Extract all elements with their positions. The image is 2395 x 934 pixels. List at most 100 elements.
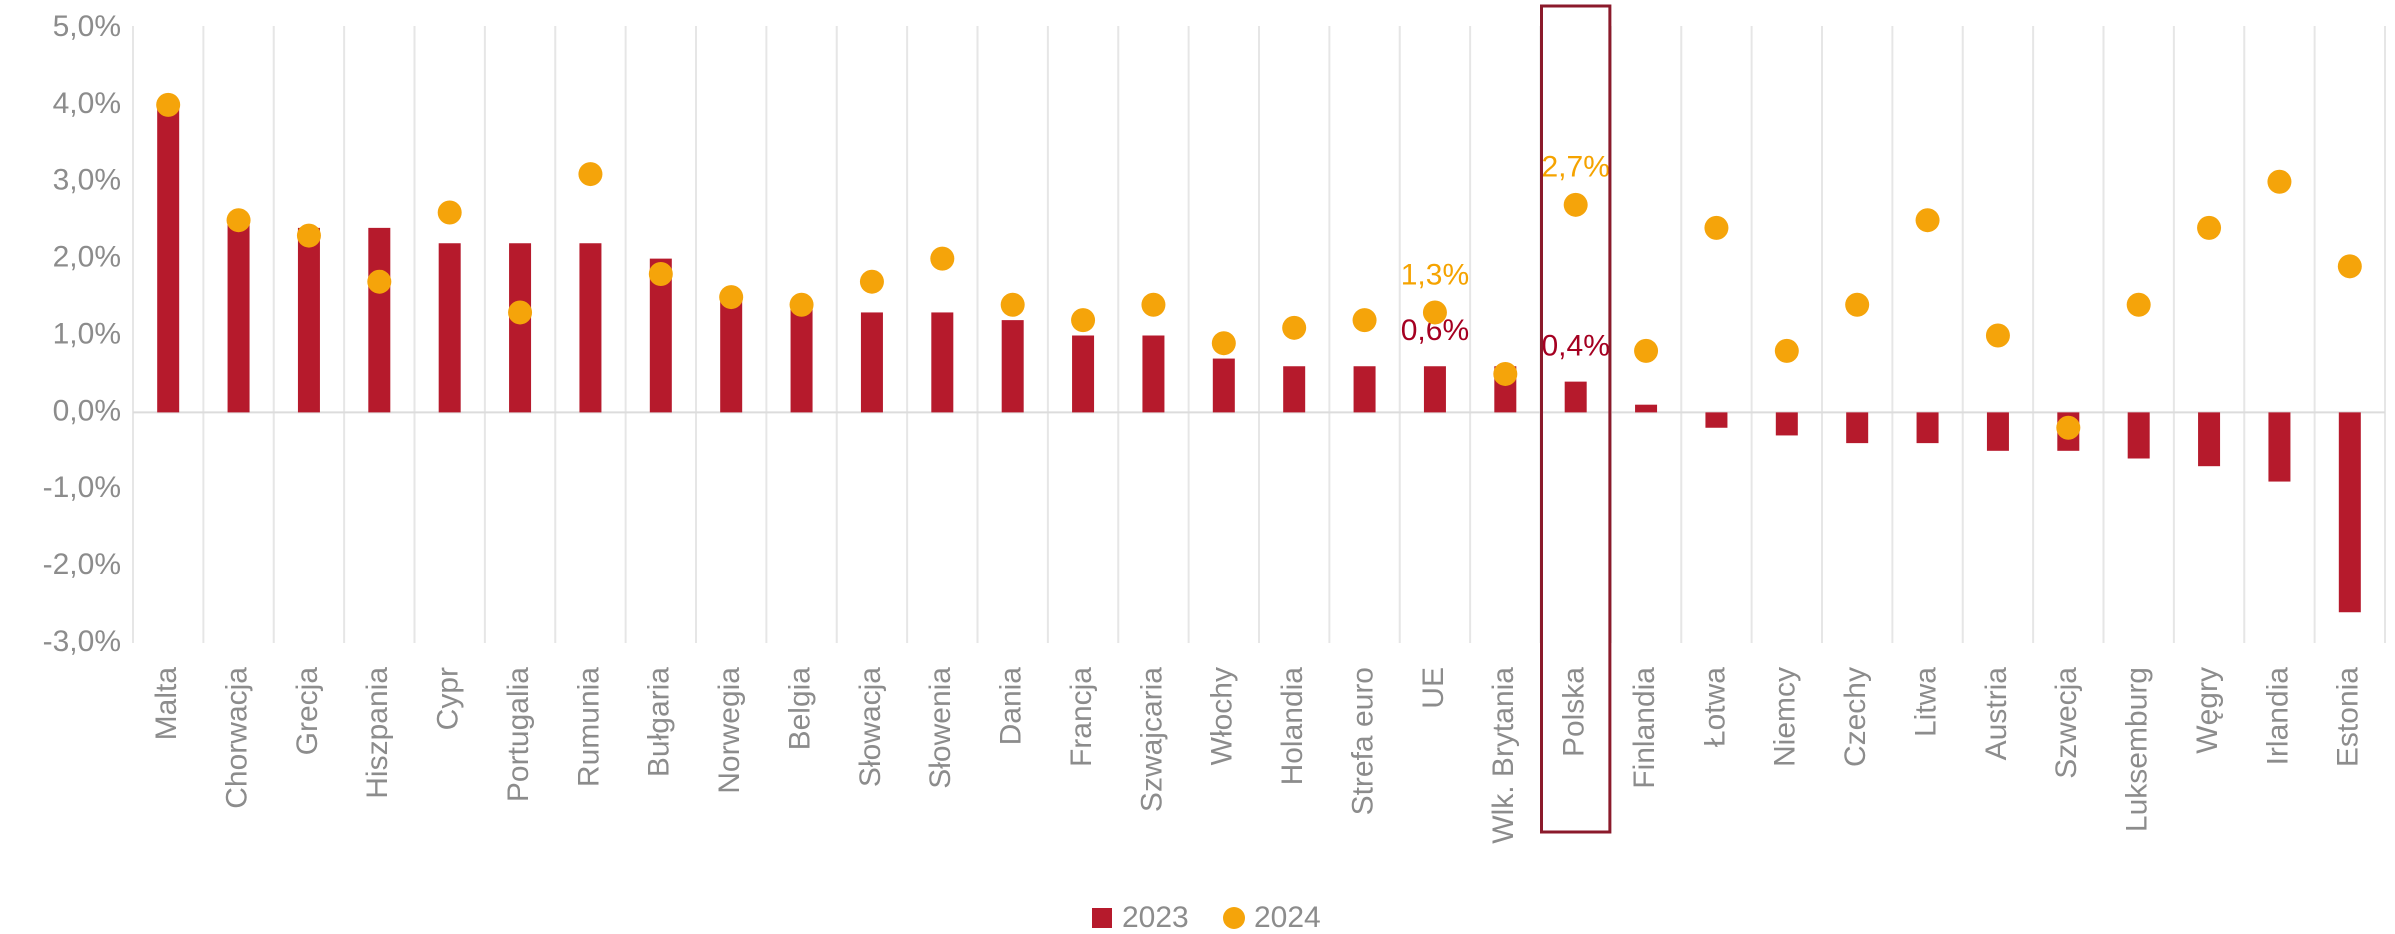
bar [649,258,672,413]
dot [1634,338,1659,363]
x-tick-label: Strefa euro [1346,667,1379,815]
x-tick-label: Austria [1980,667,2013,761]
y-tick-label: 2,0% [53,241,121,274]
bar [860,312,883,413]
y-tick-label: -3,0% [43,625,121,658]
dot [2197,215,2222,240]
x-tick-label: Dania [995,667,1028,746]
x-tick-label: Portugalia [502,667,535,802]
bar [1142,335,1165,413]
bar [509,243,532,413]
x-tick-label: Litwa [1909,667,1942,737]
bar [2198,412,2221,467]
bar [2338,412,2361,613]
y-tick-label: -1,0% [43,471,121,504]
dot [859,269,884,294]
dot [930,246,955,271]
bar [1705,412,1728,428]
legend-swatch [1092,908,1112,928]
bar [2127,412,2150,459]
legend-label: 2024 [1254,901,1321,934]
x-tick-label: Malta [150,667,183,741]
dot [1422,300,1447,325]
x-tick-label: Polska [1558,667,1591,757]
dot [648,262,673,286]
x-tick-label: Holandia [1276,667,1309,786]
x-tick-label: Łotwa [1698,667,1731,747]
bar [368,227,391,413]
x-tick-label: Wlk. Brytania [1487,667,1520,844]
x-tick-label: Węgry [2191,667,2224,754]
bar [1212,358,1235,413]
data-label: 0,4% [1541,330,1609,363]
dot [1211,331,1236,356]
bar [931,312,954,413]
dot [1985,323,2010,348]
x-tick-label: Luksemburg [2121,667,2154,832]
dot [156,92,181,117]
dot [226,208,251,233]
x-tick-label: Belgia [783,667,816,751]
dot [367,269,392,294]
dot [1845,292,1870,317]
dot [2126,292,2151,317]
x-tick-label: Cypr [432,667,465,730]
dot [578,162,603,187]
dot [2267,169,2292,194]
bar [438,243,461,413]
bar [1916,412,1939,444]
y-tick-label: 1,0% [53,317,121,350]
x-tick-label: Niemcy [1769,667,1802,767]
dot [1071,308,1096,333]
y-tick-label: 4,0% [53,87,121,120]
bar [1564,381,1587,413]
x-tick-label: Finlandia [1628,667,1661,789]
y-tick-label: 0,0% [53,394,121,427]
x-tick-label: Bułgaria [643,667,676,777]
x-tick-label: Szwajcaria [1135,667,1168,812]
dot [1000,292,1025,317]
x-tick-label: Rumunia [572,667,605,787]
dot [2056,415,2081,440]
bar [1283,366,1306,413]
x-tick-label: Francja [1065,667,1098,767]
bar [720,297,743,413]
x-tick-label: Norwegia [713,667,746,794]
dot [1141,292,1166,317]
dot [719,285,744,310]
y-tick-label: 3,0% [53,164,121,197]
highlight-box [1540,4,1612,834]
x-tick-label: Grecja [291,667,324,756]
x-tick-label: Słowenia [924,667,957,789]
x-tick-label: Hiszpania [361,667,394,799]
dot [1352,308,1377,333]
x-tick-label: Włochy [1206,667,1239,765]
dot [2337,254,2362,279]
x-tick-label: Szwecja [2050,667,2083,779]
dot [1915,208,1940,233]
bar [1423,366,1446,413]
y-tick-label: -2,0% [43,548,121,581]
bar [227,220,250,413]
bar [1001,320,1024,413]
bar [1072,335,1095,413]
bar [1635,404,1658,413]
bar [1846,412,1869,444]
x-tick-label: Irlandia [2261,667,2294,766]
legend-label: 2023 [1122,901,1189,934]
bar [157,104,180,413]
data-label: 2,7% [1541,151,1609,184]
bar [297,227,320,413]
bar [579,243,602,413]
bar [2268,412,2291,482]
x-tick-label: Chorwacja [220,667,253,809]
bar [1775,412,1798,436]
x-tick-label: Czechy [1839,667,1872,767]
x-tick-label: Estonia [2332,667,2365,767]
dot [1563,192,1588,217]
dot [1493,361,1518,386]
bar [1353,366,1376,413]
dot [1774,338,1799,363]
data-label: 1,3% [1401,258,1469,291]
